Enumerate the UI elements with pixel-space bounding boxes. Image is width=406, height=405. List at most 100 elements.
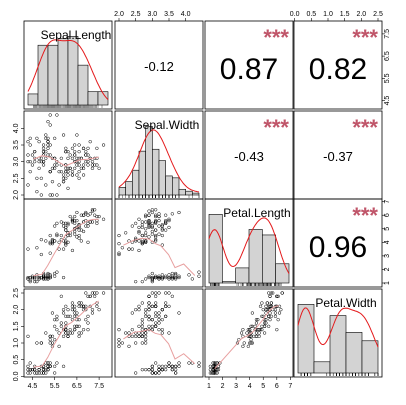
scatter-point-3-0	[88, 294, 92, 298]
scatter-point-3-1	[140, 318, 144, 322]
scatter-point-3-0	[75, 311, 79, 315]
scatter-point-3-0	[73, 324, 77, 328]
scatter-point-2-0	[46, 277, 50, 281]
hist-bar-0-7	[97, 91, 109, 106]
scatter-point-3-1	[174, 368, 178, 372]
hist-bar-0-0	[27, 93, 39, 106]
scatter-point-2-1	[170, 212, 174, 216]
scatter-point-1-0	[66, 156, 70, 160]
scatter-point-3-0	[61, 308, 66, 312]
scatter-point-2-0	[55, 232, 59, 236]
scatter-point-3-0	[50, 341, 55, 345]
scatter-point-3-0	[41, 371, 46, 375]
scatter-point-3-1	[140, 341, 144, 345]
scatter-point-3-2	[241, 328, 245, 332]
hist-bar-0-3	[57, 38, 69, 106]
scatter-point-1-0	[50, 166, 55, 170]
scatter-point-3-1	[167, 291, 171, 295]
scatter-point-3-0	[33, 371, 37, 375]
scatter-point-3-0	[48, 338, 52, 342]
scatter-point-1-0	[28, 160, 32, 164]
scatter-point-3-1	[147, 318, 151, 322]
scatter-point-1-0	[70, 173, 75, 177]
scatter-point-1-0	[61, 180, 66, 184]
hist-bar-3-0	[297, 304, 315, 374]
scatter-point-3-0	[41, 368, 46, 372]
correlation-value-0-3: 0.82	[309, 53, 367, 86]
scatter-point-1-0	[73, 150, 77, 154]
scatter-point-2-1	[147, 220, 151, 224]
scatter-point-3-1	[177, 361, 181, 365]
density-curve-0	[27, 39, 109, 100]
scatter-point-1-0	[66, 150, 70, 154]
y-tick-label: 3.0	[13, 157, 20, 167]
scatter-point-3-0	[37, 371, 41, 375]
scatter-point-3-2	[275, 328, 279, 332]
scatter-point-2-1	[137, 229, 141, 234]
scatter-point-3-0	[88, 304, 92, 308]
hist-bar-2-3	[248, 229, 263, 284]
scatter-point-3-0	[73, 314, 77, 318]
scatter-point-2-1	[137, 231, 141, 235]
scatter-point-3-0	[90, 311, 95, 315]
scatter-point-1-0	[55, 193, 59, 197]
scatter-point-1-0	[59, 156, 63, 160]
scatter-point-1-0	[61, 133, 66, 137]
scatter-point-3-1	[160, 308, 164, 312]
scatter-point-2-0	[59, 233, 63, 238]
hist-bar-0-6	[87, 91, 99, 106]
hist-bar-2-5	[275, 263, 290, 284]
scatter-point-2-0	[55, 233, 59, 238]
scatter-point-1-0	[77, 170, 81, 174]
scatter-point-3-0	[44, 331, 48, 335]
scatter-point-2-1	[144, 233, 148, 238]
smooth-line-3-2	[214, 305, 279, 369]
scatter-point-3-0	[81, 304, 86, 308]
scatter-point-3-1	[134, 341, 138, 345]
scatter-point-2-0	[55, 221, 59, 225]
scatter-point-3-0	[57, 344, 61, 348]
scatter-point-3-1	[147, 368, 151, 372]
scatter-point-2-1	[164, 274, 168, 278]
scatter-point-1-0	[90, 160, 95, 164]
scatter-point-2-1	[117, 242, 121, 246]
scatter-point-3-2	[280, 291, 284, 295]
scatter-point-3-0	[70, 304, 75, 308]
scatter-point-1-0	[95, 163, 99, 167]
scatter-point-3-0	[46, 364, 50, 368]
scatter-point-2-0	[81, 229, 86, 234]
scatter-point-3-1	[154, 361, 158, 365]
scatter-point-2-1	[150, 229, 154, 234]
scatter-point-1-0	[64, 150, 68, 154]
scatter-point-2-0	[33, 275, 37, 280]
x-tick-label: 2.5	[131, 11, 141, 18]
scatter-point-2-1	[140, 223, 144, 227]
scatter-point-2-0	[79, 239, 83, 243]
scatter-point-1-0	[35, 190, 39, 194]
scatter-point-3-0	[84, 318, 88, 322]
scatter-point-3-1	[157, 321, 161, 325]
scatter-point-3-1	[144, 331, 148, 335]
y-tick-label: 2.0	[13, 305, 20, 315]
scatter-point-3-0	[77, 334, 81, 338]
scatter-point-3-1	[150, 304, 154, 308]
scatter-point-3-0	[73, 304, 77, 308]
scatter-point-3-0	[64, 328, 68, 332]
scatter-point-3-1	[150, 318, 154, 322]
scatter-point-2-1	[150, 225, 154, 230]
scatter-point-3-0	[93, 294, 97, 298]
scatter-point-3-2	[250, 324, 255, 328]
scatter-point-3-2	[211, 364, 215, 368]
scatter-point-3-2	[267, 314, 271, 318]
density-curve-1	[118, 129, 200, 193]
scatter-point-1-0	[48, 143, 52, 147]
scatter-point-3-2	[268, 318, 272, 322]
scatter-point-3-2	[264, 318, 268, 322]
scatter-point-1-0	[81, 146, 86, 150]
scatter-point-2-1	[154, 239, 158, 243]
hist-bar-2-1	[222, 281, 236, 284]
scatter-point-3-2	[264, 321, 268, 325]
scatter-point-3-1	[177, 311, 181, 315]
scatter-point-2-1	[174, 275, 178, 280]
scatter-point-3-0	[70, 308, 75, 312]
